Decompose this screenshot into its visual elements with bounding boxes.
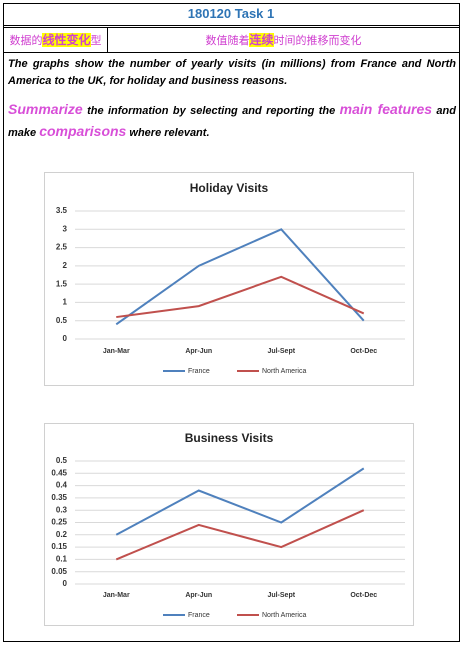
- line: [115, 467, 365, 536]
- x-tick-label: Jan-Mar: [103, 592, 130, 599]
- page-title: 180120 Task 1: [3, 3, 459, 26]
- y-tick-label: 0.5: [56, 316, 68, 325]
- y-tick-label: 0.5: [56, 456, 68, 465]
- keyword: Summarize: [8, 101, 83, 117]
- x-tick-label: Apr-Jun: [185, 348, 212, 355]
- y-tick-label: 0.2: [56, 530, 68, 539]
- line: [116, 275, 365, 319]
- x-tick-label: Jul-Sept: [267, 348, 295, 355]
- y-tick-label: 3.5: [56, 206, 68, 215]
- legend-label: France: [188, 368, 210, 375]
- left-cell: 数据的线性变化型: [3, 27, 108, 53]
- y-tick-label: 0.1: [56, 555, 68, 564]
- chart-title: Holiday Visits: [190, 181, 269, 195]
- legend-label: North America: [262, 612, 306, 619]
- text: where relevant.: [126, 127, 210, 139]
- y-tick-label: 0.4: [56, 481, 68, 490]
- task: Summarize the information by selecting a…: [8, 99, 456, 143]
- y-tick-label: 0.25: [51, 518, 67, 527]
- keyword: comparisons: [39, 123, 127, 139]
- frame: [3, 3, 460, 642]
- text: 型: [90, 35, 102, 47]
- legend-label: North America: [262, 368, 306, 375]
- chart: Holiday Visits 0 0.5 1 1.5 2 2.5 3 3.5 Jan-Mar Apr…: [44, 172, 414, 386]
- x-tick-label: Jul-Sept: [267, 592, 295, 599]
- text: the information by selecting and reporti…: [82, 105, 340, 117]
- chart-title: Business Visits: [185, 431, 274, 445]
- highlight: 线性变化: [42, 33, 91, 47]
- y-tick-label: 1: [63, 298, 68, 307]
- y-tick-label: 0.35: [51, 493, 67, 502]
- intro: The graphs show the number of yearly vis…: [8, 58, 456, 87]
- x-tick-label: Oct-Dec: [350, 592, 377, 599]
- y-tick-label: 0.05: [51, 567, 67, 576]
- x-tick-label: Oct-Dec: [350, 348, 377, 355]
- y-tick-label: 2: [63, 261, 68, 270]
- text: and make: [8, 105, 456, 139]
- y-tick-label: 1.5: [56, 279, 68, 288]
- highlight: 连续: [249, 33, 274, 47]
- legend-label: France: [188, 612, 210, 619]
- text: 数据的: [9, 35, 43, 47]
- y-tick-label: 0: [63, 334, 68, 343]
- y-tick-label: 0.45: [51, 468, 67, 477]
- y-tick-label: 2.5: [56, 243, 68, 252]
- y-tick-label: 0.3: [56, 505, 68, 514]
- chart: Business Visits 0 0.05 0.1 0.15 0.2 0.25 0.3 0.3…: [44, 423, 414, 626]
- text: 时间的推移而变化: [273, 35, 362, 47]
- keyword: main features: [339, 101, 433, 117]
- text: 数值随着: [205, 35, 250, 47]
- y-tick-label: 3: [63, 224, 68, 233]
- y-tick-label: 0.15: [51, 542, 67, 551]
- x-tick-label: Jan-Mar: [103, 348, 130, 355]
- line: [115, 509, 365, 561]
- line: [115, 228, 365, 326]
- x-tick-label: Apr-Jun: [185, 592, 212, 599]
- right-cell: 数值随着连续时间的推移而变化: [107, 27, 460, 53]
- y-tick-label: 0: [63, 579, 68, 588]
